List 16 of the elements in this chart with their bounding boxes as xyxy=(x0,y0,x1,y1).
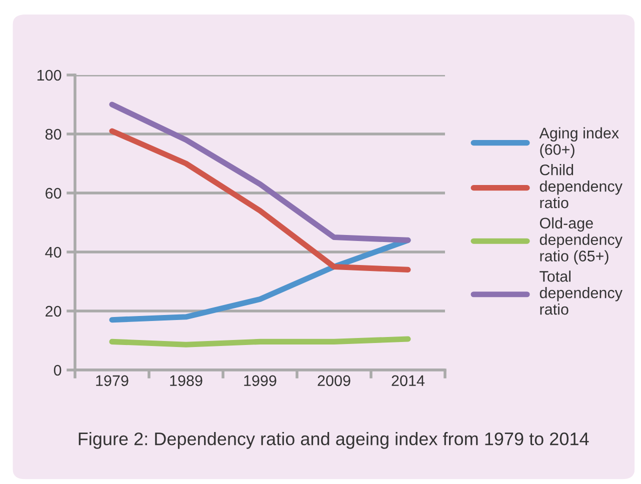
y-tick-label: 0 xyxy=(54,364,62,376)
y-tick-label: 100 xyxy=(37,70,62,81)
y-tick-label: 60 xyxy=(46,188,62,199)
legend-label: Total dependency ratio xyxy=(540,270,622,315)
x-tick-label: 2014 xyxy=(392,375,425,386)
x-tick-label: 1979 xyxy=(96,375,128,386)
x-tick-label: 1999 xyxy=(244,375,276,386)
caption: Figure 2: Dependency ratio and ageing index from 1979 to 2014 xyxy=(78,432,589,449)
legend-label: Old-age dependency ratio (65+) xyxy=(540,217,622,264)
y-tick-label: 20 xyxy=(46,306,62,317)
legend-label: Aging index (60+) xyxy=(539,127,619,158)
x-tick-label: 1989 xyxy=(170,375,202,386)
y-tick-label: 80 xyxy=(45,128,62,140)
y-tick-label: 40 xyxy=(45,246,62,258)
x-tick-label: 2009 xyxy=(318,375,350,386)
legend-label: Child dependency ratio xyxy=(540,164,622,208)
